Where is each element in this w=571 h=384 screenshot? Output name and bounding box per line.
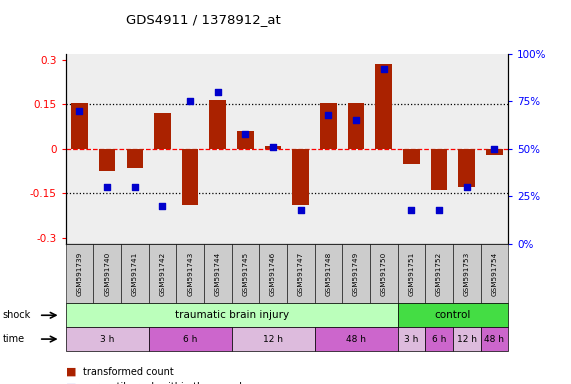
Text: GSM591754: GSM591754 [492,252,497,296]
Point [296,207,305,213]
Bar [182,149,199,205]
Point [75,108,84,114]
Point [213,89,222,95]
Text: GSM591744: GSM591744 [215,252,221,296]
Text: GSM591740: GSM591740 [104,252,110,296]
Bar [292,149,309,205]
Point [158,203,167,209]
Point [268,144,278,150]
Bar [375,64,392,149]
Text: GSM591748: GSM591748 [325,252,331,296]
Bar [459,149,475,187]
Bar [99,149,115,171]
Text: GSM591739: GSM591739 [77,252,82,296]
Bar [154,113,171,149]
Text: GSM591747: GSM591747 [297,252,304,296]
Text: GSM591751: GSM591751 [408,252,415,296]
Text: 6 h: 6 h [432,334,446,344]
Text: 12 h: 12 h [457,334,477,344]
Text: GSM591743: GSM591743 [187,252,193,296]
Point [407,207,416,213]
Text: shock: shock [3,310,31,320]
Point [186,98,195,104]
Text: time: time [3,334,25,344]
Bar [237,131,254,149]
Bar [431,149,447,190]
Bar [320,103,337,149]
Bar [348,103,364,149]
Point [103,184,112,190]
Text: 3 h: 3 h [100,334,114,344]
Text: 48 h: 48 h [346,334,366,344]
Text: control: control [435,310,471,320]
Text: GSM591753: GSM591753 [464,252,470,296]
Point [130,184,139,190]
Point [324,111,333,118]
Text: GSM591745: GSM591745 [243,252,248,296]
Text: GSM591742: GSM591742 [159,252,166,296]
Text: GSM591746: GSM591746 [270,252,276,296]
Text: 6 h: 6 h [183,334,198,344]
Point [435,207,444,213]
Text: GDS4911 / 1378912_at: GDS4911 / 1378912_at [126,13,280,26]
Bar [486,149,502,155]
Text: 3 h: 3 h [404,334,419,344]
Bar [71,103,88,149]
Text: GSM591750: GSM591750 [381,252,387,296]
Point [490,146,499,152]
Text: percentile rank within the sample: percentile rank within the sample [83,382,248,384]
Text: transformed count: transformed count [83,367,174,377]
Point [379,66,388,72]
Text: ■: ■ [66,382,76,384]
Text: ■: ■ [66,367,76,377]
Point [352,117,361,123]
Text: GSM591752: GSM591752 [436,252,442,296]
Text: traumatic brain injury: traumatic brain injury [175,310,289,320]
Text: 48 h: 48 h [484,334,504,344]
Bar [210,100,226,149]
Point [462,184,471,190]
Point [241,131,250,137]
Bar [127,149,143,168]
Bar [265,146,282,149]
Text: 12 h: 12 h [263,334,283,344]
Text: GSM591749: GSM591749 [353,252,359,296]
Bar [403,149,420,164]
Text: GSM591741: GSM591741 [132,252,138,296]
